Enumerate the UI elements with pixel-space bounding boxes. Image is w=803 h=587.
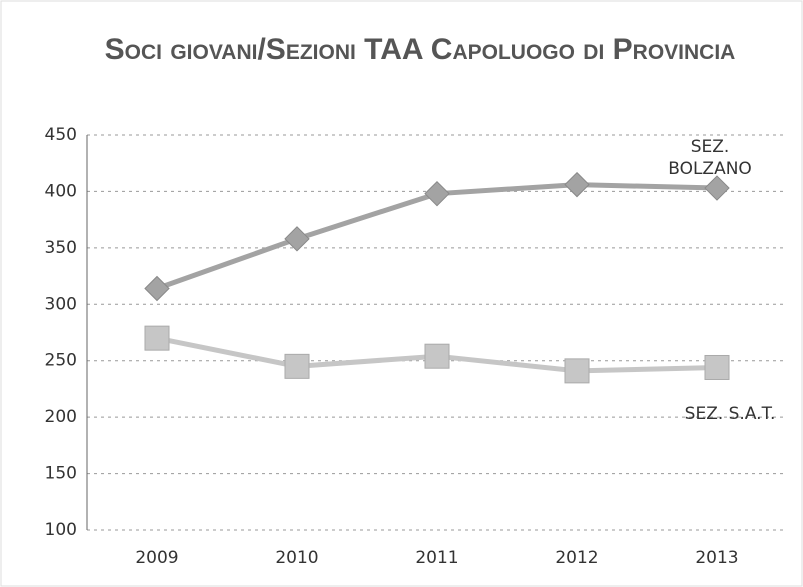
y-tick-label: 300 [45,294,77,314]
y-tick-label: 200 [45,407,77,427]
y-tick-label: 150 [45,464,77,484]
series-label: SEZ. BOLZANO [668,137,752,179]
point [704,354,730,380]
point [424,343,450,369]
x-tick-label: 2013 [695,548,738,568]
y-tick-label: 100 [45,520,77,540]
point [144,275,170,302]
y-tick-label: 350 [45,238,77,258]
y-tick-label: 400 [45,181,77,201]
y-tick-label: 450 [45,125,77,145]
point [284,226,310,252]
y-tick-label: 250 [45,351,77,371]
x-tick-label: 2012 [555,548,598,568]
point [564,358,590,384]
point [424,180,450,207]
point [144,325,170,351]
chart-title: Soci giovani/Sezioni TAA Capoluogo di Pr… [104,33,736,66]
point [284,353,310,379]
x-tick-label: 2011 [415,548,458,568]
point [704,175,730,201]
x-tick-label: 2009 [135,548,178,568]
point [564,171,590,198]
series-label: SEZ. S.A.T. [684,404,776,424]
x-tick-label: 2010 [275,548,318,568]
